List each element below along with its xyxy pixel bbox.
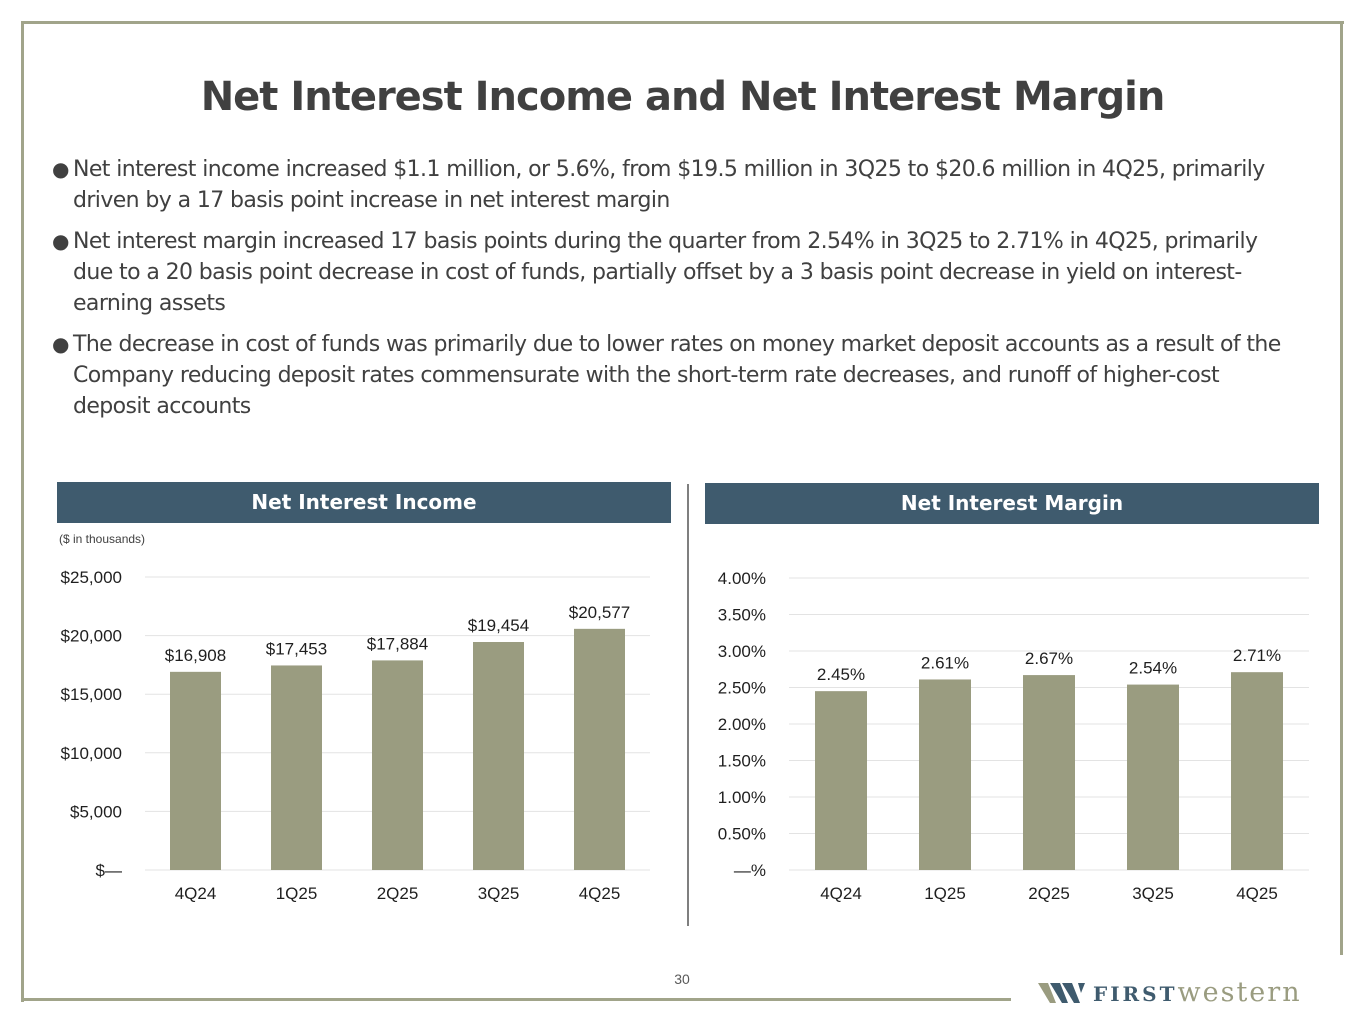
bar — [815, 691, 867, 870]
frame-left-border — [21, 21, 24, 1002]
y-tick-label: 2.00% — [718, 715, 766, 734]
y-tick-label: 4.00% — [718, 569, 766, 588]
y-tick-label: 3.00% — [718, 642, 766, 661]
logo-word-western: western — [1177, 977, 1302, 1008]
data-label: 2.67% — [1025, 649, 1073, 668]
y-tick-label: $15,000 — [61, 685, 122, 704]
page-number: 30 — [674, 971, 690, 987]
data-label: 2.54% — [1129, 659, 1177, 678]
x-tick-label: 1Q25 — [924, 884, 966, 903]
net-interest-margin-header: Net Interest Margin — [705, 483, 1319, 524]
y-tick-label: —% — [734, 861, 766, 880]
bullet-text: Net interest margin increased 17 basis p… — [73, 229, 1258, 316]
y-tick-label: $5,000 — [70, 802, 122, 821]
bullet-item: ● Net interest income increased $1.1 mill… — [48, 154, 1298, 216]
y-tick-label: 1.00% — [718, 788, 766, 807]
x-tick-label: 3Q25 — [478, 884, 520, 903]
x-tick-label: 4Q25 — [579, 884, 621, 903]
units-note: ($ in thousands) — [59, 532, 146, 546]
data-label: $17,884 — [367, 634, 428, 653]
bar — [1231, 672, 1283, 870]
bullet-dot-icon: ● — [52, 332, 69, 356]
y-tick-label: $— — [96, 861, 122, 880]
bullet-text: The decrease in cost of funds was primar… — [73, 332, 1281, 419]
y-tick-label: $25,000 — [61, 568, 122, 587]
bar — [919, 679, 971, 870]
y-tick-label: 3.50% — [718, 606, 766, 625]
x-tick-label: 1Q25 — [276, 884, 318, 903]
y-tick-label: 1.50% — [718, 752, 766, 771]
bullet-text: Net interest income increased $1.1 milli… — [73, 157, 1265, 213]
y-tick-label: $10,000 — [61, 744, 122, 763]
logo-w-mark-icon — [1038, 983, 1085, 1003]
bullet-dot-icon: ● — [52, 229, 69, 253]
x-tick-label: 4Q24 — [175, 884, 217, 903]
bar — [271, 665, 322, 870]
bullet-item: ● The decrease in cost of funds was prima… — [48, 329, 1298, 422]
data-label: $20,577 — [569, 603, 630, 622]
y-tick-label: $20,000 — [61, 627, 122, 646]
data-label: $16,908 — [165, 646, 226, 665]
page-title: Net Interest Income and Net Interest Mar… — [200, 74, 1166, 120]
net-interest-income-header: Net Interest Income — [57, 482, 671, 523]
chart-divider — [687, 484, 689, 926]
bar — [1127, 684, 1179, 870]
bullet-item: ● Net interest margin increased 17 basis … — [48, 226, 1298, 319]
data-label: 2.45% — [817, 665, 865, 684]
data-label: $17,453 — [266, 639, 327, 658]
x-tick-label: 2Q25 — [1028, 884, 1070, 903]
bar — [372, 660, 423, 870]
logo-word-first: FIRST — [1093, 982, 1178, 1006]
x-tick-label: 2Q25 — [377, 884, 419, 903]
y-tick-label: 2.50% — [718, 679, 766, 698]
company-logo: FIRSTwestern — [1038, 975, 1348, 1009]
logo-wordmark: FIRSTwestern — [1093, 977, 1302, 1008]
y-tick-label: 0.50% — [718, 825, 766, 844]
data-label: $19,454 — [468, 616, 529, 635]
frame-bottom-border — [21, 998, 1011, 1001]
data-label: 2.71% — [1233, 646, 1281, 665]
bar — [473, 641, 524, 870]
bar — [170, 671, 221, 870]
frame-top-border — [22, 21, 1344, 24]
frame-right-border — [1340, 21, 1343, 955]
data-label: 2.61% — [921, 653, 969, 672]
x-tick-label: 3Q25 — [1132, 884, 1174, 903]
bullet-list: ● Net interest income increased $1.1 mill… — [48, 154, 1298, 432]
x-tick-label: 4Q24 — [820, 884, 862, 903]
bullet-dot-icon: ● — [52, 157, 69, 181]
bar — [574, 628, 625, 870]
bar — [1023, 675, 1075, 870]
x-tick-label: 4Q25 — [1236, 884, 1278, 903]
